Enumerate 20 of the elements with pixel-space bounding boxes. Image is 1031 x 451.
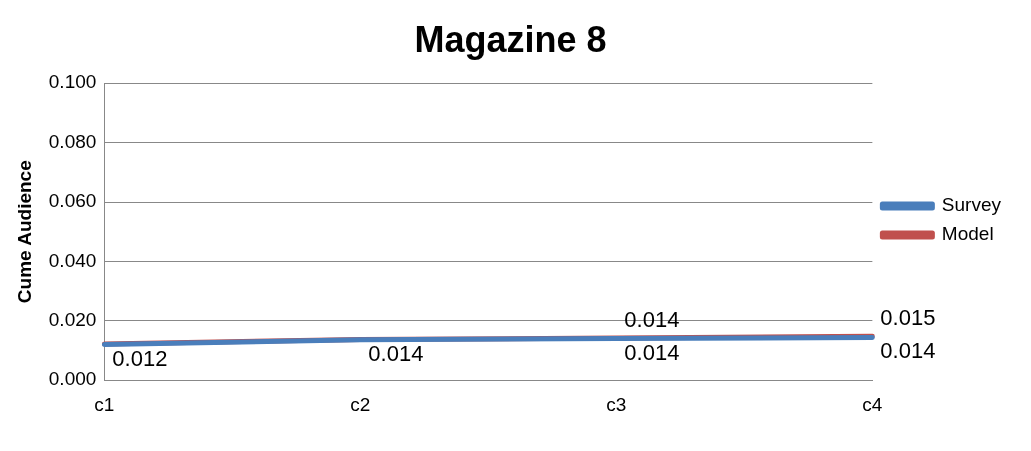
data-label: 0.014 (624, 307, 680, 333)
y-tick-label: 0.020 (48, 309, 97, 331)
y-tick-label: 0.080 (48, 130, 97, 152)
y-tick-label: 0.040 (48, 249, 97, 271)
y-axis-title: Cume Audience (13, 160, 35, 304)
x-tick-label: c2 (350, 393, 371, 415)
y-tick-label: 0.060 (48, 190, 97, 212)
legend-label: Model (941, 223, 994, 245)
y-tick-label: 0.100 (48, 71, 97, 93)
data-label: 0.014 (368, 340, 424, 366)
data-label: 0.012 (112, 345, 168, 371)
data-label: 0.014 (880, 338, 936, 364)
x-tick-label: c1 (94, 393, 115, 415)
x-tick-label: c4 (862, 393, 883, 415)
x-tick-label: c3 (606, 393, 627, 415)
chart-title: Magazine 8 (414, 18, 607, 60)
legend-label: Survey (941, 194, 1002, 216)
data-label: 0.015 (880, 305, 936, 331)
data-label: 0.014 (624, 339, 680, 365)
y-tick-label: 0.000 (48, 368, 97, 390)
